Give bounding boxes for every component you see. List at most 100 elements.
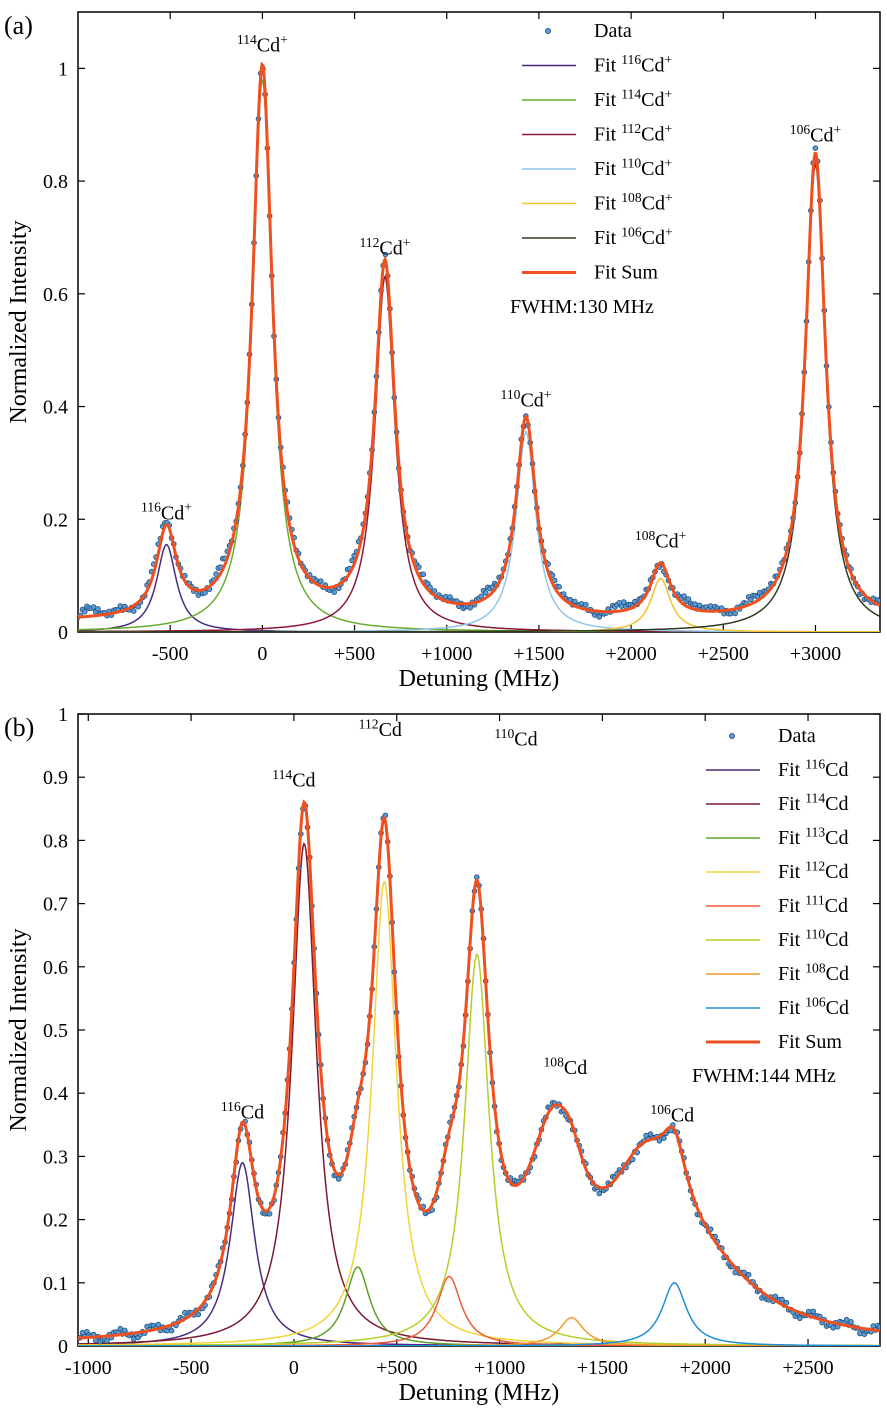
peak-label-112: 112Cd (359, 717, 402, 742)
data-point (681, 593, 687, 599)
data-point (317, 578, 324, 584)
data-point (117, 1325, 124, 1332)
legend-fit-word: Fit (594, 158, 621, 180)
plot-area (78, 61, 880, 632)
isotope-mass: 116 (141, 500, 161, 515)
peak-label-114: 114Cd (272, 767, 315, 792)
x-tick-label: +1500 (577, 1357, 628, 1379)
data-point (812, 145, 819, 152)
data-point (467, 604, 473, 611)
data-point (130, 1336, 137, 1342)
x-tick-label: +2000 (680, 1357, 731, 1379)
y-tick-label: 0.5 (43, 1020, 68, 1042)
y-axis-label: Normalized Intensity (6, 220, 32, 423)
element-symbol: Cd (520, 390, 543, 412)
legend-fit-word: Fit (594, 124, 621, 146)
ion-charge: + (665, 224, 673, 239)
data-point (583, 601, 589, 608)
ion-charge: + (664, 52, 672, 67)
x-tick-label: +2000 (605, 643, 656, 665)
peak-label-114: 114Cd+ (237, 32, 288, 57)
y-tick-label: 0.7 (43, 894, 68, 916)
data-point (331, 589, 338, 595)
isotope-mass: 106 (621, 224, 642, 239)
legend-fit-word: Fit (594, 227, 621, 249)
legend-label-114: Fit 114Cd (778, 790, 848, 815)
legend-label-116: Fit 116Cd (778, 756, 848, 781)
x-tick-label: +1500 (513, 643, 564, 665)
legend-label-106: Fit 106Cd+ (594, 224, 673, 249)
element-symbol: Cd (564, 1057, 587, 1079)
isotope-mass: 112 (359, 717, 379, 732)
isotope-mass: 106 (650, 1102, 671, 1117)
peak-label-106: 106Cd (650, 1102, 694, 1127)
ion-charge: + (664, 121, 672, 136)
fwhm-label: FWHM:144 MHz (692, 1065, 836, 1087)
legend-fit-word: Fit (778, 827, 805, 849)
y-tick-label: 0.6 (43, 957, 68, 979)
x-tick-label: +500 (334, 643, 375, 665)
x-tick-label: -1000 (65, 1357, 112, 1379)
element-symbol: Cd (641, 55, 664, 77)
panel-label: (a) (4, 11, 33, 40)
element-symbol: Cd (671, 1105, 694, 1127)
peak-label-116: 116Cd+ (141, 500, 192, 525)
data-point (685, 596, 692, 602)
data-point (830, 1325, 836, 1331)
x-tick-label: 0 (289, 1357, 299, 1379)
isotope-mass: 110 (621, 155, 641, 170)
isotope-mass: 116 (805, 756, 825, 771)
x-tick-label: +500 (376, 1357, 417, 1379)
peak-label-108: 108Cd (544, 1055, 588, 1080)
fit-component-112 (78, 274, 880, 632)
ion-charge: + (665, 190, 673, 205)
legend-label-110: Fit 110Cd+ (594, 155, 672, 180)
element-symbol: Cd (825, 827, 848, 849)
legend-fit-word: Fit (594, 55, 621, 77)
data-point (745, 1271, 752, 1278)
y-tick-label: 0 (58, 622, 68, 644)
x-axis-label: Detuning (MHz) (399, 666, 560, 692)
x-tick-label: 0 (257, 643, 267, 665)
plot-frame (77, 713, 881, 1347)
isotope-mass: 114 (805, 790, 825, 805)
y-tick-label: 0.8 (43, 830, 68, 852)
data-point (656, 1138, 663, 1144)
fit-component-114 (78, 842, 880, 1346)
data-point (482, 590, 489, 596)
isotope-mass: 116 (621, 52, 641, 67)
data-point (431, 588, 438, 594)
y-tick-label: 0.3 (43, 1146, 68, 1168)
data-point (335, 1176, 342, 1182)
x-axis-label: Detuning (MHz) (399, 1380, 560, 1406)
x-tick-label: -500 (173, 1357, 210, 1379)
element-symbol: Cd (825, 793, 848, 815)
data-point (95, 606, 101, 612)
element-symbol: Cd (825, 759, 848, 781)
data-point (661, 1135, 667, 1141)
legend-label-108: Fit 108Cd+ (594, 190, 673, 215)
data-point (843, 1316, 850, 1323)
ion-charge: + (184, 500, 192, 515)
legend-data-marker (545, 27, 552, 34)
element-symbol: Cd (642, 193, 665, 215)
isotope-mass: 106 (790, 122, 811, 137)
element-symbol: Cd (655, 530, 678, 552)
fit-component-106 (78, 1282, 880, 1346)
data-point (104, 1338, 110, 1344)
legend-label-110: Fit 110Cd (778, 926, 848, 951)
element-symbol: Cd (825, 895, 848, 917)
element-symbol: Cd (257, 34, 280, 56)
x-tick-label: +1000 (474, 1357, 525, 1379)
isotope-mass: 110 (805, 926, 825, 941)
ion-charge: + (280, 32, 288, 47)
data-point (783, 1299, 790, 1306)
isotope-mass: 108 (544, 1055, 565, 1070)
plot-area (78, 799, 880, 1346)
y-tick-label: 0 (58, 1336, 68, 1358)
element-symbol: Cd (241, 1101, 264, 1123)
element-symbol: Cd (825, 861, 848, 883)
fit-component-114 (78, 78, 880, 632)
